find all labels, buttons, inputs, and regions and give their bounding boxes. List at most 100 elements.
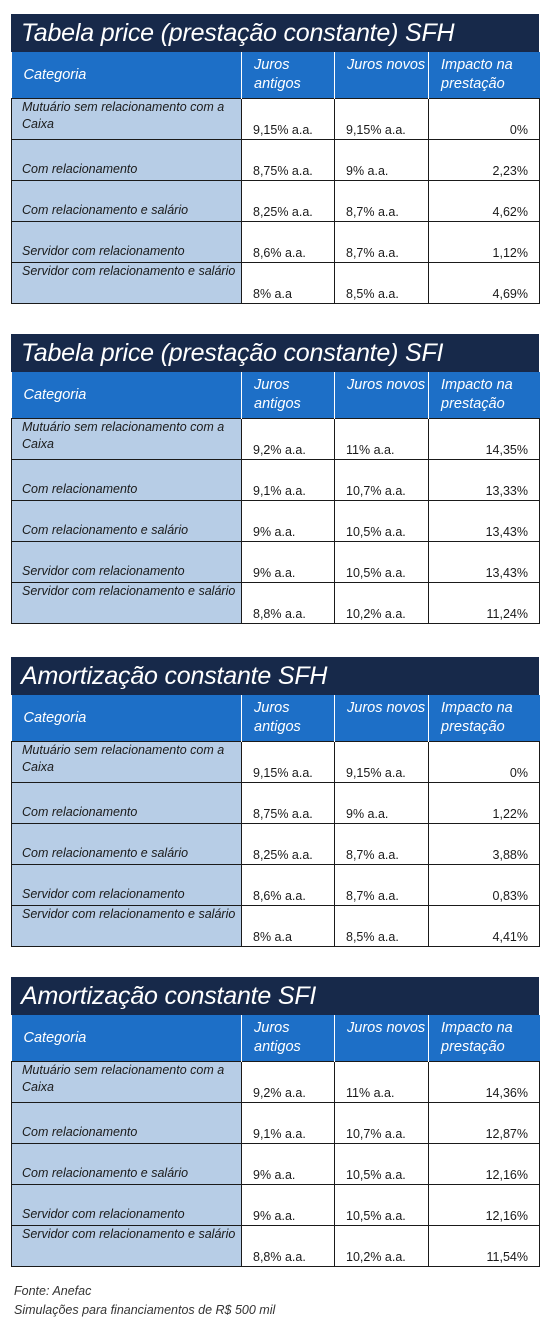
- new-rate-cell: 8,7% a.a.: [334, 823, 429, 865]
- category-label: Servidor com relacionamento: [22, 244, 185, 258]
- category-cell: Mutuário sem relacionamento com a Caixa: [11, 418, 242, 460]
- new-rate-cell: 9,15% a.a.: [334, 98, 429, 140]
- category-cell: Mutuário sem relacionamento com a Caixa: [11, 1061, 242, 1103]
- category-label: Servidor com relacionamento e salário: [22, 584, 236, 598]
- impact-cell: 0%: [428, 741, 540, 783]
- new-rate-cell: 8,5% a.a.: [334, 905, 429, 947]
- table-row: Mutuário sem relacionamento com a Caixa 9…: [11, 418, 540, 460]
- table-row: Com relacionamento e salário 9% a.a. 10,5%…: [11, 500, 540, 542]
- old-rate-cell: 9,2% a.a.: [241, 418, 335, 460]
- new-rate-cell: 10,5% a.a.: [334, 1184, 429, 1226]
- table-title: Amortização constante SFH: [11, 657, 539, 695]
- header-old-rate: Juros antigos: [241, 695, 335, 742]
- category-label: Com relacionamento e salário: [22, 1166, 189, 1180]
- category-label: Servidor com relacionamento: [22, 564, 185, 578]
- impact-cell: 3,88%: [428, 823, 540, 865]
- footer-source: Fonte: Anefac: [14, 1284, 92, 1298]
- old-rate-cell: 9,2% a.a.: [241, 1061, 335, 1103]
- data-table: Categoria Juros antigos Juros novos Impacto…: [11, 52, 540, 304]
- footer: Fonte: Anefac Simulações para financiame…: [14, 1282, 275, 1320]
- footer-note: Simulações para financiamentos de R$ 500…: [14, 1303, 276, 1317]
- table-row: Mutuário sem relacionamento com a Caixa 9…: [11, 98, 540, 140]
- category-label: Com relacionamento: [22, 1125, 138, 1139]
- new-rate-cell: 10,5% a.a.: [334, 1143, 429, 1185]
- old-rate-cell: 8% a.a: [241, 905, 335, 947]
- table-row: Servidor com relacionamento 9% a.a. 10,5% …: [11, 541, 540, 583]
- old-rate-cell: 9% a.a.: [241, 1143, 335, 1185]
- category-cell: Com relacionamento e salário: [11, 823, 242, 865]
- table-row: Servidor com relacionamento 9% a.a. 10,5% …: [11, 1184, 540, 1226]
- impact-cell: 4,69%: [428, 262, 540, 304]
- table-title: Tabela price (prestação constante) SFI: [11, 334, 539, 372]
- impact-cell: 11,24%: [428, 582, 540, 624]
- category-cell: Com relacionamento: [11, 1102, 242, 1144]
- rate-table: Tabela price (prestação constante) SFI Ca…: [11, 334, 540, 624]
- header-new-rate: Juros novos: [334, 52, 429, 99]
- table-row: Com relacionamento e salário 8,25% a.a. 8,…: [11, 180, 540, 222]
- old-rate-cell: 8,8% a.a.: [241, 582, 335, 624]
- category-label: Servidor com relacionamento e salário: [22, 907, 236, 921]
- old-rate-cell: 9,15% a.a.: [241, 741, 335, 783]
- category-cell: Com relacionamento e salário: [11, 500, 242, 542]
- data-table: Categoria Juros antigos Juros novos Impacto…: [11, 695, 540, 947]
- table-row: Servidor com relacionamento e salário 8% …: [11, 262, 540, 304]
- new-rate-cell: 10,5% a.a.: [334, 541, 429, 583]
- new-rate-cell: 9,15% a.a.: [334, 741, 429, 783]
- category-cell: Com relacionamento: [11, 139, 242, 181]
- category-cell: Com relacionamento e salário: [11, 180, 242, 222]
- table-row: Com relacionamento 8,75% a.a. 9% a.a. 1,22%: [11, 782, 540, 824]
- impact-cell: 0,83%: [428, 864, 540, 906]
- category-cell: Servidor com relacionamento: [11, 221, 242, 263]
- table-title: Amortização constante SFI: [11, 977, 539, 1015]
- table-row: Com relacionamento 9,1% a.a. 10,7% a.a. 12,…: [11, 1102, 540, 1144]
- table-row: Mutuário sem relacionamento com a Caixa 9…: [11, 1061, 540, 1103]
- category-label: Mutuário sem relacionamento com a Caixa: [22, 100, 225, 131]
- header-new-rate: Juros novos: [334, 1015, 429, 1062]
- category-cell: Servidor com relacionamento e salário: [11, 1225, 242, 1267]
- impact-cell: 14,35%: [428, 418, 540, 460]
- rate-table: Amortização constante SFI Categoria Juros …: [11, 977, 540, 1267]
- impact-cell: 4,41%: [428, 905, 540, 947]
- category-label: Com relacionamento: [22, 805, 138, 819]
- category-cell: Servidor com relacionamento e salário: [11, 262, 242, 304]
- impact-cell: 13,43%: [428, 500, 540, 542]
- category-label: Com relacionamento: [22, 482, 138, 496]
- new-rate-cell: 10,7% a.a.: [334, 459, 429, 501]
- header-category: Categoria: [11, 695, 242, 742]
- new-rate-cell: 11% a.a.: [334, 1061, 429, 1103]
- category-label: Servidor com relacionamento e salário: [22, 264, 236, 278]
- category-cell: Com relacionamento: [11, 459, 242, 501]
- data-table: Categoria Juros antigos Juros novos Impacto…: [11, 372, 540, 624]
- header-old-rate: Juros antigos: [241, 372, 335, 419]
- category-cell: Servidor com relacionamento: [11, 541, 242, 583]
- category-cell: Mutuário sem relacionamento com a Caixa: [11, 741, 242, 783]
- table-row: Com relacionamento e salário 9% a.a. 10,5%…: [11, 1143, 540, 1185]
- old-rate-cell: 9,15% a.a.: [241, 98, 335, 140]
- category-cell: Mutuário sem relacionamento com a Caixa: [11, 98, 242, 140]
- header-row: Categoria Juros antigos Juros novos Impacto…: [11, 695, 540, 742]
- old-rate-cell: 8,75% a.a.: [241, 782, 335, 824]
- category-label: Com relacionamento e salário: [22, 846, 189, 860]
- old-rate-cell: 8,75% a.a.: [241, 139, 335, 181]
- new-rate-cell: 10,2% a.a.: [334, 1225, 429, 1267]
- header-impact: Impacto na prestação: [428, 695, 540, 742]
- new-rate-cell: 9% a.a.: [334, 782, 429, 824]
- table-row: Com relacionamento e salário 8,25% a.a. 8,…: [11, 823, 540, 865]
- header-row: Categoria Juros antigos Juros novos Impacto…: [11, 372, 540, 419]
- impact-cell: 11,54%: [428, 1225, 540, 1267]
- header-row: Categoria Juros antigos Juros novos Impacto…: [11, 1015, 540, 1062]
- category-label: Mutuário sem relacionamento com a Caixa: [22, 743, 225, 774]
- new-rate-cell: 8,7% a.a.: [334, 221, 429, 263]
- table-row: Servidor com relacionamento e salário 8,8…: [11, 582, 540, 624]
- header-new-rate: Juros novos: [334, 372, 429, 419]
- header-impact: Impacto na prestação: [428, 52, 540, 99]
- table-row: Servidor com relacionamento 8,6% a.a. 8,7%…: [11, 864, 540, 906]
- rate-table: Amortização constante SFH Categoria Juros …: [11, 657, 540, 947]
- header-new-rate: Juros novos: [334, 695, 429, 742]
- table-row: Servidor com relacionamento e salário 8% …: [11, 905, 540, 947]
- new-rate-cell: 11% a.a.: [334, 418, 429, 460]
- new-rate-cell: 10,2% a.a.: [334, 582, 429, 624]
- old-rate-cell: 9% a.a.: [241, 500, 335, 542]
- header-impact: Impacto na prestação: [428, 1015, 540, 1062]
- category-label: Servidor com relacionamento e salário: [22, 1227, 236, 1241]
